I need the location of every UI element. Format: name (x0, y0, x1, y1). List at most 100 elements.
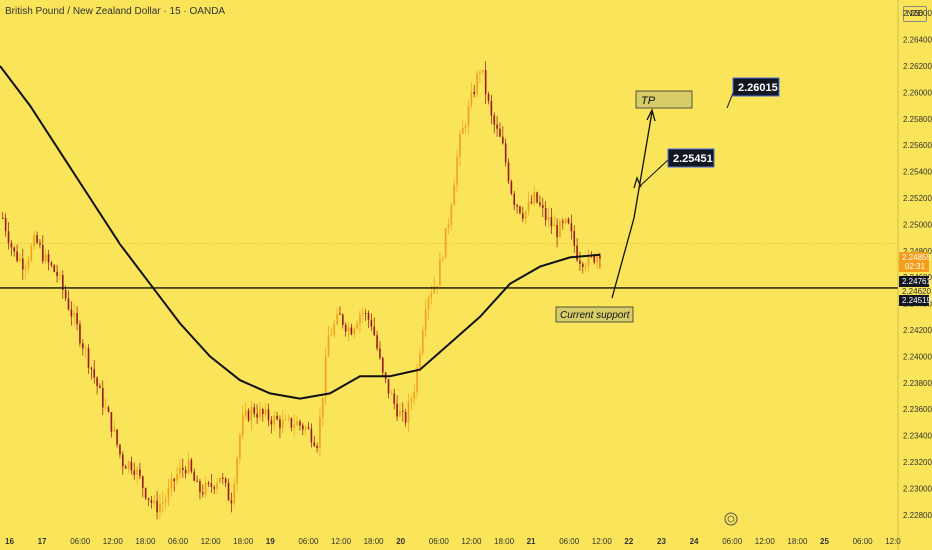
candle-body (13, 247, 16, 252)
target-label-1: 2.25451 (673, 153, 713, 165)
candle-body (567, 218, 570, 224)
support-label-box[interactable] (555, 306, 634, 323)
candle-body (356, 323, 358, 329)
candle-body (42, 244, 44, 262)
y-tick-label: 2.26000 (903, 88, 932, 97)
candle-body (44, 254, 47, 262)
candle-body (350, 327, 353, 335)
candle-body (76, 312, 78, 325)
x-tick-label: 20 (396, 537, 405, 546)
y-tick-label: 2.23400 (903, 432, 932, 441)
candle-body (179, 467, 181, 474)
x-tick-label: 25 (820, 537, 829, 546)
candle-body (50, 262, 53, 266)
candle-body (296, 421, 298, 426)
candle-body (284, 419, 287, 421)
target-label-2: 2.26015 (738, 82, 778, 94)
candle-body (273, 415, 276, 425)
candle-body (182, 467, 184, 470)
candle-body (56, 271, 58, 276)
y-tick-label: 2.23600 (903, 405, 932, 414)
y-tick-label: 2.24800 (903, 247, 932, 256)
candle-body (136, 469, 138, 475)
candle-body (519, 206, 521, 214)
y-tick-label: 2.26400 (903, 36, 932, 45)
candle-body (493, 115, 496, 125)
candle-body (230, 500, 233, 504)
candle-body (162, 502, 164, 504)
candle-body (382, 357, 384, 373)
x-tick-label: 19 (266, 537, 275, 546)
candle-body (504, 143, 507, 163)
candle-body (164, 500, 167, 503)
candle-body (447, 224, 450, 229)
candle-body (262, 409, 264, 415)
candle-body (459, 133, 461, 157)
moving-average-line (0, 65, 601, 400)
candle-body (193, 471, 196, 481)
x-tick-label: 24 (690, 537, 699, 546)
candle-body (562, 221, 564, 223)
candle-body (73, 312, 76, 317)
candle-body (207, 482, 210, 484)
candle-body (319, 417, 321, 449)
candle-body (424, 309, 427, 331)
x-tick-label: 18:00 (135, 537, 156, 546)
x-tick-label: 12:00 (461, 537, 482, 546)
candle-body (533, 192, 536, 203)
candle-body (153, 500, 156, 503)
candle-body (16, 251, 18, 261)
target-label-2-box[interactable] (732, 77, 780, 97)
event-icon[interactable] (724, 512, 738, 526)
candle-body (224, 478, 227, 483)
candle-body (450, 205, 453, 225)
candle-body (67, 298, 70, 310)
candle-body (2, 217, 4, 219)
low-price-tag: 2.24620 (902, 287, 931, 296)
x-tick-label: 18:00 (787, 537, 808, 546)
y-tick-label: 2.24200 (903, 326, 932, 335)
candle-body (576, 245, 578, 261)
candle-body (527, 201, 530, 212)
path-arrow-to-tp (611, 111, 653, 299)
candle-body (550, 217, 553, 227)
candle-body (247, 410, 250, 421)
candle-body (462, 127, 464, 134)
candle-body (204, 482, 207, 495)
x-tick-label: 06:00 (559, 537, 580, 546)
time-axis[interactable]: 16 17 06:00 12:00 18:00 06:00 12:00 18:00 19 06:0… (5, 537, 901, 546)
x-tick-label: 12:00 (331, 537, 352, 546)
candle-body (110, 412, 113, 432)
candle-body (379, 348, 381, 358)
candle-body (473, 91, 476, 95)
tp-box[interactable] (635, 90, 693, 109)
svg-text:2.24519: 2.24519 (902, 296, 931, 305)
candle-body (353, 328, 356, 335)
price-axis[interactable]: 2.26600 2.26400 2.26200 2.26000 2.25800 2.256… (897, 0, 932, 550)
y-tick-label: 2.25600 (903, 141, 932, 150)
candle-body (150, 499, 153, 503)
candle-body (444, 228, 447, 259)
candle-body (90, 367, 93, 370)
candle-body (584, 266, 587, 268)
candle-body (142, 476, 144, 489)
current-price-tag (899, 252, 929, 272)
currency-badge[interactable]: NZD (903, 6, 927, 22)
candle-body (27, 260, 30, 268)
candle-body (419, 353, 421, 368)
candle-body (299, 421, 301, 426)
candle-body (22, 258, 24, 270)
projection-arrows[interactable] (611, 108, 656, 299)
x-tick-label: 06:00 (298, 537, 319, 546)
candle-body (242, 414, 244, 436)
y-tick-label: 2.23000 (903, 484, 932, 493)
y-tick-label: 2.25800 (903, 115, 932, 124)
candle-body (376, 335, 378, 349)
target-label-1-box[interactable] (667, 148, 715, 168)
candle-body (499, 128, 501, 137)
y-tick-label: 2.23800 (903, 379, 932, 388)
x-tick-label: 22 (624, 537, 633, 546)
candle-body (367, 313, 370, 320)
candle-body (513, 193, 516, 205)
